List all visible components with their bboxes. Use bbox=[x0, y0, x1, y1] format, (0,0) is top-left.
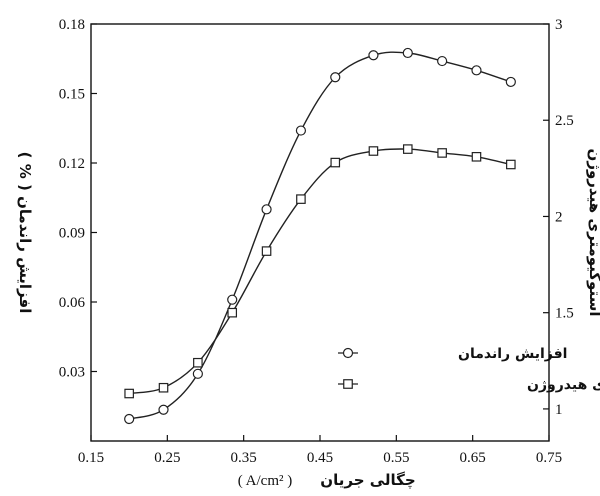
data-point-square bbox=[158, 382, 169, 393]
y-axis-right-title: استوکیومتری هیدروژن bbox=[586, 149, 600, 317]
x-axis-title-text: چگالی جریان bbox=[320, 471, 415, 490]
data-point-circle bbox=[261, 204, 272, 215]
x-tick-label: 0.35 bbox=[231, 450, 257, 466]
legend-label-stoichiometry: استوکیومتری هیدروژن bbox=[527, 377, 600, 393]
data-point-circle bbox=[295, 125, 307, 136]
y-right-tick-label: 1 bbox=[555, 402, 563, 418]
y-right-tick-label: 2.5 bbox=[555, 113, 574, 129]
y-right-tick-label: 1.5 bbox=[555, 306, 574, 322]
x-tick-label: 0.25 bbox=[154, 450, 180, 466]
data-point-square bbox=[261, 246, 272, 256]
y-left-tick-label: 0.18 bbox=[59, 17, 85, 33]
data-point-square bbox=[227, 307, 238, 318]
y-left-tick-label: 0.12 bbox=[59, 156, 85, 172]
data-point-square bbox=[368, 146, 379, 156]
y-left-tick-label: 0.06 bbox=[59, 295, 86, 311]
data-point-circle bbox=[330, 72, 341, 83]
x-tick-label: 0.65 bbox=[460, 450, 486, 466]
series-markers bbox=[124, 47, 516, 425]
data-point-square bbox=[506, 159, 516, 170]
data-point-circle bbox=[402, 47, 413, 59]
data-point-circle bbox=[124, 413, 135, 425]
data-point-circle bbox=[158, 404, 169, 415]
data-point-square bbox=[124, 388, 134, 399]
plot-frame bbox=[90, 23, 550, 442]
data-point-square bbox=[330, 157, 341, 168]
data-point-square bbox=[471, 151, 482, 162]
x-tick-label: 0.75 bbox=[536, 450, 562, 466]
x-tick-label: 0.55 bbox=[383, 450, 409, 466]
data-point-square bbox=[193, 357, 203, 368]
legend-item-efficiency: افزایش راندمان bbox=[338, 346, 567, 362]
data-point-square bbox=[437, 148, 447, 158]
y-left-tick-label: 0.15 bbox=[59, 87, 85, 103]
y-axis-left-title: افزایش راندمان ( % ) bbox=[16, 152, 34, 314]
legend: افزایش راندمان استوکیومتری هیدروژن bbox=[338, 346, 600, 393]
legend-marker-circle bbox=[342, 347, 354, 359]
data-point-square bbox=[296, 194, 306, 204]
data-point-circle bbox=[505, 76, 516, 88]
series-line-0 bbox=[129, 51, 512, 420]
series-curves bbox=[129, 51, 512, 420]
data-point-circle bbox=[471, 65, 482, 76]
x-axis-title: چگالی جریان ( A/cm² ) bbox=[238, 471, 416, 490]
data-point-circle bbox=[192, 368, 203, 379]
data-point-circle bbox=[368, 50, 379, 61]
x-axis-unit: ( A/cm² ) bbox=[238, 473, 293, 489]
y-left-tick-label: 0.09 bbox=[59, 226, 85, 242]
x-tick-label: 0.15 bbox=[78, 450, 104, 466]
legend-item-stoichiometry: استوکیومتری هیدروژن bbox=[338, 377, 600, 393]
x-tick-label: 0.45 bbox=[307, 450, 333, 466]
data-point-square bbox=[402, 144, 413, 154]
y-right-tick-label: 3 bbox=[555, 17, 563, 33]
series-line-1 bbox=[129, 148, 511, 395]
axis-ticks: 0.15 0.25 0.35 0.45 0.55 0.65 0.75 0.03 0.06 0.09… bbox=[59, 17, 574, 466]
legend-marker-square bbox=[343, 379, 353, 389]
data-point-circle bbox=[437, 55, 448, 67]
y-right-tick-label: 2 bbox=[555, 209, 563, 225]
legend-label-efficiency: افزایش راندمان bbox=[458, 346, 567, 362]
y-left-tick-label: 0.03 bbox=[59, 365, 85, 381]
data-point-circle bbox=[227, 294, 238, 305]
